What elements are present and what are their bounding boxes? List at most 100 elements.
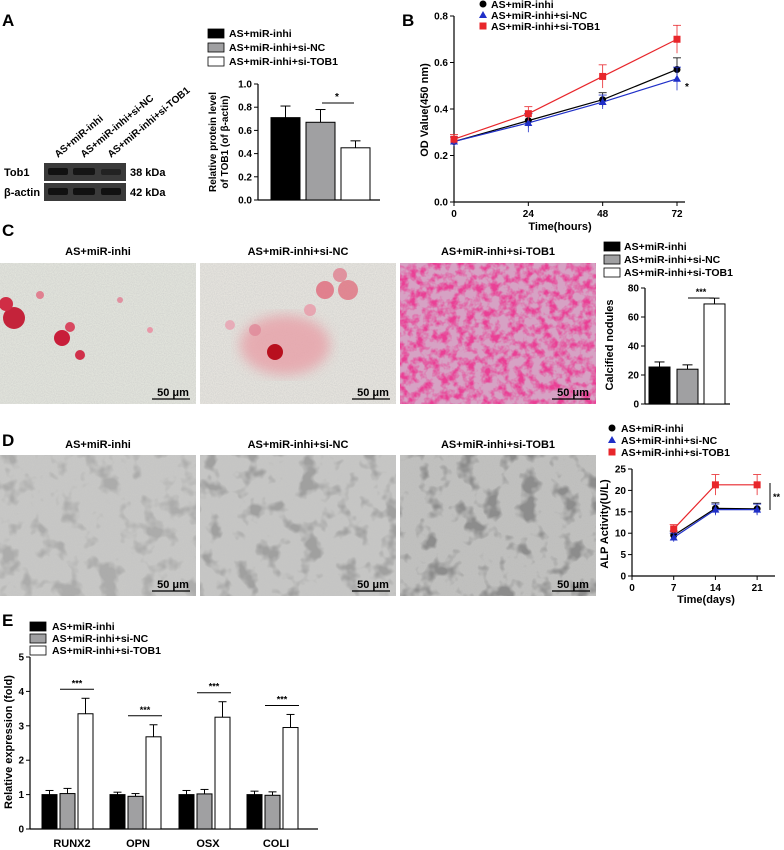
data-point	[711, 505, 720, 513]
legend-label: AS+miR-inhi	[624, 241, 687, 253]
legend-swatch	[29, 645, 47, 656]
legend-label: AS+miR-inhi+si-TOB1	[621, 447, 730, 459]
panel-letter-d: D	[2, 431, 14, 450]
blot-row-label: β-actin	[4, 187, 40, 199]
legend-label: AS+miR-inhi	[229, 28, 292, 40]
chart-b: 0.0 0.2 0.4 0.6 0.8 0 24 48 72 Time(hours) OD Valu…	[419, 0, 689, 233]
y-tick-label: 20	[628, 371, 640, 382]
data-point	[479, 11, 487, 18]
scale-label: 50 μm	[357, 387, 389, 399]
y-axis-label: Relative protein level	[208, 92, 219, 192]
legend-label: AS+miR-inhi+si-TOB1	[229, 56, 338, 68]
data-point	[524, 110, 532, 118]
y-tick-label: 0.2	[434, 151, 448, 162]
blot-kda-label: 42 kDa	[130, 187, 166, 199]
blot-band	[48, 188, 68, 195]
legend-swatch	[29, 621, 47, 632]
panel-letter-a: A	[2, 11, 14, 30]
legend-label: AS+miR-inhi+si-NC	[621, 435, 718, 447]
scale-label: 50 μm	[557, 387, 589, 399]
micrograph-title: AS+miR-inhi	[65, 439, 131, 451]
data-point	[479, 22, 487, 30]
data-point	[479, 0, 487, 8]
western-blot: Tob1 β-actin 38 kDa 42 kDa AS+miR-inhiAS…	[4, 85, 193, 201]
bar	[676, 368, 699, 405]
series-line	[453, 68, 678, 143]
significance-label: ***	[140, 705, 151, 715]
series-line	[453, 38, 678, 140]
panel-letter-b: B	[402, 11, 414, 30]
micrograph-title: AS+miR-inhi+si-NC	[248, 439, 349, 451]
bar	[264, 794, 281, 830]
significance-label: ***	[277, 694, 288, 704]
panel-letter-c: C	[2, 221, 14, 240]
blot-row-label: Tob1	[4, 167, 29, 179]
x-tick-label: OSX	[196, 838, 220, 850]
legend-label: AS+miR-inhi+si-NC	[624, 254, 721, 266]
y-tick-label: 0	[633, 400, 639, 411]
bar	[270, 117, 301, 201]
y-tick-label: 40	[628, 342, 640, 353]
micrograph-title: AS+miR-inhi+si-TOB1	[441, 439, 555, 451]
x-axis-label: Time(hours)	[528, 221, 592, 233]
y-tick-label: 0.8	[434, 12, 448, 23]
legend-label: AS+miR-inhi+si-NC	[229, 42, 326, 54]
y-tick-label: 0.4	[434, 105, 448, 116]
data-point	[670, 525, 678, 533]
y-tick-label: 1.0	[238, 80, 252, 91]
bar	[196, 793, 213, 830]
micrograph-alp-3	[400, 455, 596, 596]
legend-swatch	[207, 28, 225, 39]
significance-label: ***	[209, 682, 220, 692]
micrographs-c: AS+miR-inhi 50 μm AS+miR-inhi+si-NC 50 μm AS…	[0, 246, 596, 404]
x-tick-label: 48	[597, 209, 609, 220]
bar	[214, 716, 231, 830]
legend-label: AS+miR-inhi+si-TOB1	[624, 267, 733, 279]
significance-label: *	[685, 82, 689, 93]
data-point	[608, 448, 616, 456]
y-tick-label: 60	[628, 313, 640, 324]
y-tick-label: 10	[615, 529, 627, 540]
y-tick-label: 0.6	[238, 126, 252, 137]
x-axis-label: Time(days)	[677, 594, 735, 606]
y-tick-label: 80	[628, 284, 640, 295]
x-tick-label: OPN	[126, 838, 150, 850]
data-point	[608, 436, 616, 443]
x-tick-label: COLI	[263, 838, 289, 850]
x-tick-label: 7	[671, 583, 677, 594]
x-tick-label: RUNX2	[53, 838, 90, 850]
micrograph-alizarin-3	[400, 263, 596, 404]
x-tick-label: 21	[752, 583, 764, 594]
legend-label: AS+miR-inhi	[621, 423, 684, 435]
blot-band	[73, 168, 95, 175]
bar	[145, 736, 162, 830]
micrograph-d-labels: AS+miR-inhi 50 μm AS+miR-inhi+si-NC 50 μm AS…	[65, 439, 590, 592]
y-tick-label: 4	[18, 687, 24, 698]
y-tick-label: 0.4	[238, 149, 252, 160]
y-axis-label: OD Value(450 nm)	[419, 63, 431, 157]
legend-swatch	[207, 42, 225, 53]
y-tick-label: 5	[18, 653, 24, 664]
y-tick-label: 0.8	[238, 103, 252, 114]
y-tick-label: 0	[620, 572, 626, 583]
legend-swatch	[603, 267, 621, 278]
micrograph-title: AS+miR-inhi	[65, 246, 131, 258]
blot-kda-label: 38 kDa	[130, 167, 166, 179]
micrograph-alp-1	[0, 455, 196, 596]
y-tick-label: 3	[18, 721, 24, 732]
bar	[178, 794, 195, 830]
x-tick-label: 72	[671, 209, 683, 220]
bar	[59, 793, 76, 830]
legend-label: AS+miR-inhi+si-NC	[491, 10, 588, 22]
y-axis-label: of TOB1 (of β-actin)	[220, 95, 231, 188]
bar	[648, 366, 671, 405]
blot-band	[73, 188, 95, 195]
micrograph-title: AS+miR-inhi+si-TOB1	[441, 246, 555, 258]
legend-swatch	[603, 241, 621, 252]
bar	[77, 713, 94, 830]
y-tick-label: 2	[18, 756, 24, 767]
data-point	[598, 98, 607, 106]
micrograph-alp-2	[200, 455, 396, 596]
chart-d: 0 5 10 15 20 25 0 7 14 21 Time(days) ALP Activity(U…	[599, 423, 781, 606]
